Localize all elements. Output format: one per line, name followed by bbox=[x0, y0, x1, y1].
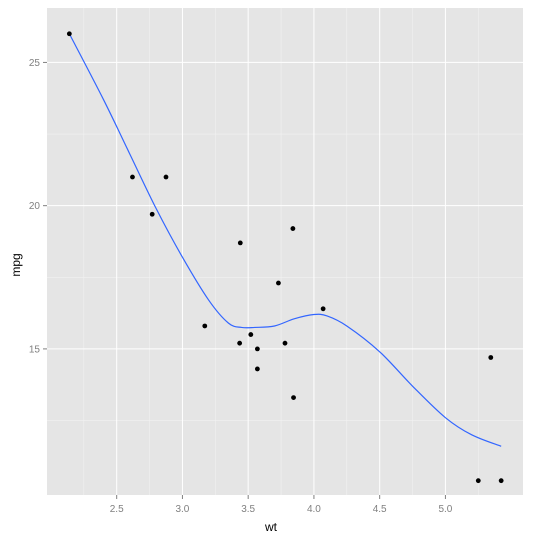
data-point bbox=[276, 280, 281, 286]
x-tick-label: 4.0 bbox=[307, 504, 321, 515]
data-point bbox=[130, 174, 135, 180]
y-axis-ticks: 15 20 25 bbox=[29, 58, 47, 355]
y-tick-label: 15 bbox=[29, 344, 41, 355]
x-axis-title: wt bbox=[264, 520, 278, 534]
smooth-line-layer bbox=[68, 33, 502, 447]
data-point bbox=[163, 174, 169, 180]
points-layer bbox=[66, 31, 504, 484]
x-tick-label: 3.5 bbox=[241, 504, 255, 515]
data-point bbox=[254, 366, 260, 372]
data-point bbox=[248, 332, 254, 337]
data-point bbox=[320, 306, 326, 312]
data-point bbox=[254, 346, 260, 352]
plot-panel bbox=[47, 8, 523, 495]
data-point bbox=[149, 211, 155, 217]
data-point bbox=[202, 323, 208, 329]
major-gridlines bbox=[47, 8, 523, 495]
x-axis-ticks: 2.5 3.0 3.5 4.0 4.5 5.0 bbox=[110, 495, 453, 515]
smooth-fit-line bbox=[68, 33, 502, 447]
data-point bbox=[290, 226, 296, 231]
data-point bbox=[498, 478, 504, 484]
data-point bbox=[291, 395, 296, 400]
y-tick-label: 25 bbox=[29, 58, 41, 69]
data-point bbox=[282, 340, 288, 346]
y-axis-title: mpg bbox=[9, 253, 23, 276]
x-tick-label: 5.0 bbox=[438, 504, 452, 515]
x-tick-label: 2.5 bbox=[110, 504, 124, 515]
minor-gridlines bbox=[47, 8, 523, 495]
y-tick-label: 20 bbox=[29, 201, 41, 212]
x-tick-label: 3.0 bbox=[175, 504, 189, 515]
data-point bbox=[66, 31, 72, 37]
data-point bbox=[488, 355, 494, 360]
data-point bbox=[475, 478, 481, 484]
data-point bbox=[237, 340, 243, 346]
data-point bbox=[237, 240, 243, 246]
x-tick-label: 4.5 bbox=[373, 504, 387, 515]
